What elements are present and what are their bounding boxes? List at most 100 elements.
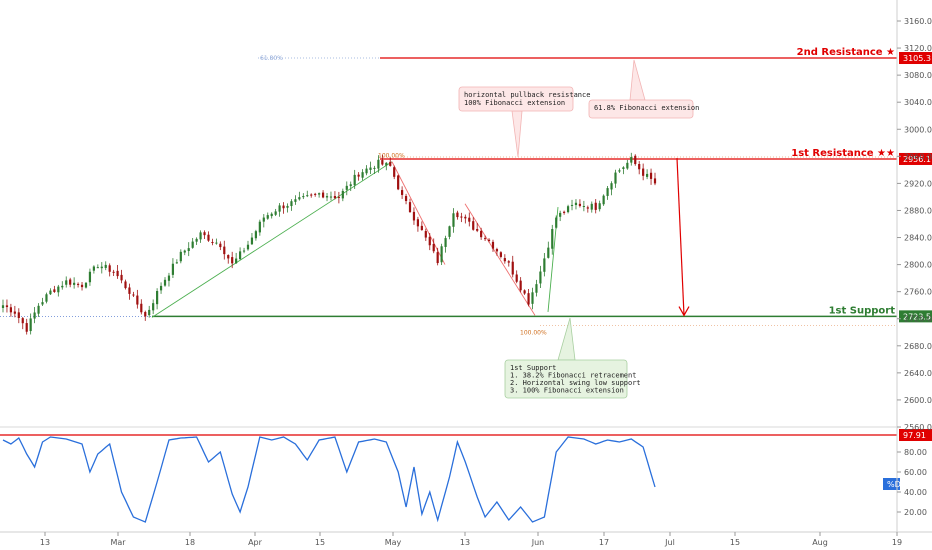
- candle-body: [626, 162, 629, 169]
- candle-body: [598, 203, 601, 210]
- candle-body: [108, 265, 111, 272]
- candle-body: [76, 283, 80, 285]
- candle-body: [563, 211, 566, 213]
- candle-body: [448, 226, 451, 237]
- candle-body: [503, 258, 506, 262]
- candle-body: [242, 250, 246, 252]
- candle-body: [622, 167, 625, 169]
- candle-body: [227, 255, 230, 259]
- candle-body: [211, 242, 214, 244]
- candle-body: [116, 270, 119, 277]
- candle-body: [586, 207, 589, 209]
- candle-body: [361, 172, 364, 178]
- osc-tick-label: 60.00: [904, 468, 927, 477]
- candle-body: [215, 242, 218, 244]
- candle-body: [507, 261, 510, 263]
- fib-extension-callout-box: [588, 99, 694, 119]
- candle-body: [144, 312, 147, 317]
- candle-body: [515, 274, 518, 282]
- candle-body: [594, 202, 597, 210]
- series-badge: [883, 478, 900, 490]
- candle-body: [377, 159, 380, 169]
- candle-body: [574, 202, 578, 206]
- candle-body: [630, 156, 633, 163]
- candle-body: [472, 221, 475, 230]
- price-tick-label: 2880.0: [904, 206, 932, 215]
- candle-body: [602, 195, 605, 205]
- candle-body: [527, 293, 530, 305]
- time-tick-label: Mar: [110, 538, 126, 547]
- candle-body: [495, 249, 499, 252]
- osc-tick-label: 20.00: [904, 508, 927, 517]
- fib-leg-line: [391, 161, 446, 265]
- candle-body: [353, 174, 356, 186]
- candle-body: [483, 238, 487, 240]
- candle-body: [444, 238, 447, 247]
- candle-body: [136, 295, 139, 305]
- support-callout-text: 2. Horizontal swing low support: [510, 379, 641, 387]
- candle-body: [559, 212, 562, 217]
- candle-body: [499, 252, 502, 257]
- candle-body: [84, 282, 88, 288]
- price-badge: [899, 310, 932, 323]
- fib-leg-line: [151, 161, 393, 318]
- candle-body: [404, 195, 408, 202]
- candle-body: [266, 215, 269, 219]
- candle-body: [163, 279, 167, 286]
- candle-body: [80, 284, 84, 288]
- candle-body: [9, 307, 13, 313]
- candle-body: [235, 258, 238, 264]
- candle-body: [642, 168, 645, 176]
- level-label: 1st Resistance ★★: [791, 148, 895, 159]
- candle-body: [389, 161, 392, 166]
- price-tick-label: 3120.0: [904, 44, 932, 53]
- candle-body: [258, 221, 261, 233]
- candle-body: [393, 167, 396, 177]
- candle-body: [140, 303, 143, 313]
- time-tick-label: 15: [730, 538, 740, 547]
- candle-body: [5, 305, 9, 308]
- fib-label: 61.80%: [260, 55, 283, 62]
- osc-value-badge: [899, 429, 932, 441]
- price-badge-text: 2723.5: [903, 312, 931, 321]
- candle-body: [231, 257, 234, 264]
- candle-body: [274, 211, 277, 215]
- candle-body: [452, 213, 455, 227]
- candle-body: [523, 290, 526, 294]
- support-callout-box: [504, 359, 628, 399]
- candle-body: [21, 318, 24, 324]
- candle-body: [57, 286, 60, 293]
- candle-body: [357, 174, 360, 177]
- candle-body: [329, 196, 333, 198]
- candle-body: [381, 160, 384, 165]
- candle-body: [61, 285, 64, 288]
- candle-body: [88, 271, 92, 283]
- candle-body: [171, 263, 175, 275]
- candle-body: [618, 170, 621, 172]
- candle-body: [290, 201, 293, 207]
- fib-leg-line: [464, 203, 536, 316]
- candles: [1, 152, 657, 335]
- candle-body: [270, 213, 273, 217]
- price-badge: [899, 52, 932, 65]
- pullback-callout-text: horizontal pullback resistance: [464, 91, 590, 99]
- candle-body: [590, 203, 593, 210]
- candle-body: [191, 241, 194, 248]
- level-lines: 2nd Resistance ★ 3105.3 1st Resistance ★★ 2…: [0, 47, 932, 336]
- time-tick-label: 13: [460, 538, 470, 547]
- candle-body: [547, 247, 550, 258]
- pullback-callout-box: [458, 86, 574, 112]
- candle-body: [314, 193, 317, 195]
- price-tick-label: 2800.0: [904, 261, 932, 270]
- pullback-callout-text: 100% Fibonacci extension: [464, 99, 565, 107]
- candle-body: [519, 280, 522, 291]
- price-tick-label: 3000.0: [904, 125, 932, 134]
- candle-body: [397, 175, 400, 190]
- candle-body: [246, 244, 250, 250]
- time-tick-label: 17: [599, 538, 609, 547]
- candle-body: [53, 289, 56, 292]
- candle-body: [460, 216, 463, 218]
- candle-body: [436, 252, 439, 264]
- time-tick-label: Aug: [812, 538, 828, 547]
